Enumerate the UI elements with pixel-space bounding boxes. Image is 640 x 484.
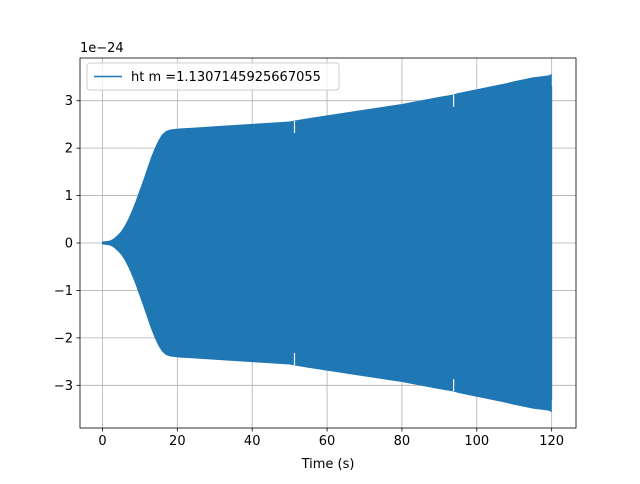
legend-box — [86, 62, 340, 91]
y-tick-label: −3 — [54, 379, 73, 394]
x-tick-label: 40 — [244, 434, 261, 449]
y-tick-label: −1 — [54, 284, 73, 299]
y-tick-label: 3 — [65, 94, 73, 109]
y-tick-label: 2 — [65, 142, 73, 157]
x-axis-label: Time (s) — [301, 457, 355, 472]
x-tick-label: 20 — [169, 434, 186, 449]
y-tick-label: −2 — [54, 331, 73, 346]
x-tick-label: 0 — [98, 434, 106, 449]
y-scale-offset-label: 1e−24 — [80, 41, 124, 56]
plot-area — [101, 73, 554, 413]
x-tick-label: 80 — [394, 434, 411, 449]
legend-series-label: ht m =1.1307145925667055 — [131, 70, 321, 85]
ticks: 0 20 40 60 80 100 120 −3 −2 −1 0 1 2 3 — [54, 94, 564, 449]
x-tick-label: 60 — [319, 434, 336, 449]
legend: ht m =1.1307145925667055 — [86, 62, 340, 91]
x-tick-label: 120 — [539, 434, 564, 449]
series-oscillation-band — [101, 73, 553, 413]
y-tick-label: 1 — [65, 189, 73, 204]
y-tick-label: 0 — [65, 237, 73, 252]
x-tick-label: 100 — [464, 434, 489, 449]
